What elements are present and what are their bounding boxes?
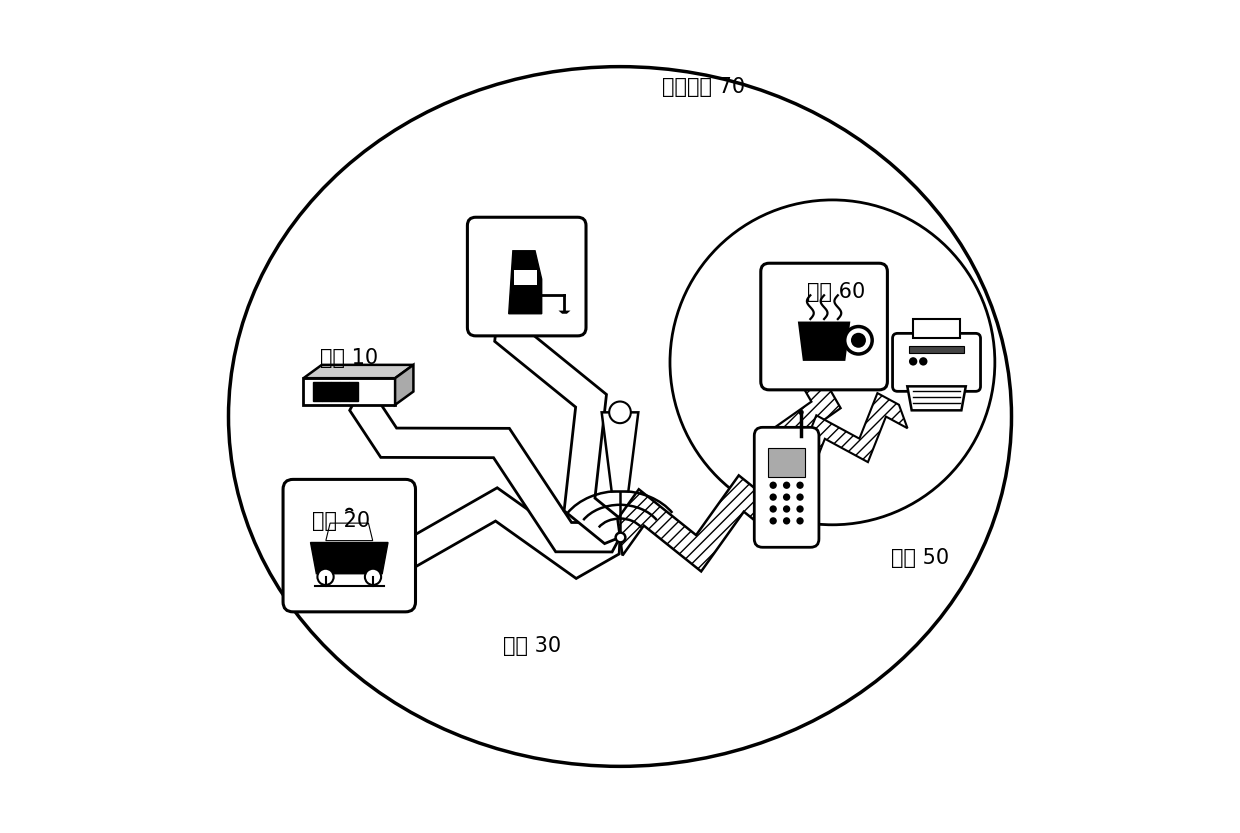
Text: 终端 50: 终端 50 xyxy=(890,548,949,568)
Circle shape xyxy=(919,357,928,366)
Polygon shape xyxy=(304,378,396,405)
Circle shape xyxy=(782,481,790,489)
Circle shape xyxy=(609,402,631,423)
Polygon shape xyxy=(508,251,542,314)
FancyBboxPatch shape xyxy=(761,263,888,390)
Polygon shape xyxy=(350,382,357,401)
Text: 终端 20: 终端 20 xyxy=(312,511,370,531)
Polygon shape xyxy=(396,365,413,405)
Circle shape xyxy=(782,517,790,525)
FancyBboxPatch shape xyxy=(893,333,981,392)
Circle shape xyxy=(851,332,866,348)
Polygon shape xyxy=(495,277,635,544)
Circle shape xyxy=(770,481,776,489)
Circle shape xyxy=(796,506,804,512)
Circle shape xyxy=(799,410,804,415)
Circle shape xyxy=(770,493,776,501)
Circle shape xyxy=(782,506,790,512)
Circle shape xyxy=(909,357,918,366)
Polygon shape xyxy=(908,387,966,411)
Text: 终端 30: 终端 30 xyxy=(503,636,562,656)
FancyBboxPatch shape xyxy=(283,480,415,611)
Circle shape xyxy=(844,327,872,354)
Polygon shape xyxy=(807,393,908,462)
Polygon shape xyxy=(350,381,627,552)
Polygon shape xyxy=(513,270,537,286)
Circle shape xyxy=(782,493,790,501)
Polygon shape xyxy=(558,311,570,314)
Ellipse shape xyxy=(228,67,1012,766)
FancyBboxPatch shape xyxy=(467,217,587,336)
Polygon shape xyxy=(322,382,331,401)
Polygon shape xyxy=(768,448,805,477)
Circle shape xyxy=(796,493,804,501)
Polygon shape xyxy=(331,382,340,401)
Circle shape xyxy=(770,506,776,512)
Text: 终端 60: 终端 60 xyxy=(807,282,866,302)
Circle shape xyxy=(317,569,334,585)
Circle shape xyxy=(365,569,381,585)
Circle shape xyxy=(770,517,776,525)
Polygon shape xyxy=(909,346,963,352)
Polygon shape xyxy=(310,542,388,574)
Polygon shape xyxy=(326,523,373,541)
Text: 终端 10: 终端 10 xyxy=(320,348,378,368)
Circle shape xyxy=(796,517,804,525)
Polygon shape xyxy=(618,476,773,571)
Polygon shape xyxy=(314,382,322,401)
Polygon shape xyxy=(370,488,621,578)
Polygon shape xyxy=(340,382,348,401)
Polygon shape xyxy=(913,319,960,338)
Polygon shape xyxy=(304,365,413,378)
Text: 网络设备 70: 网络设备 70 xyxy=(662,77,745,97)
FancyBboxPatch shape xyxy=(754,427,818,547)
Polygon shape xyxy=(797,322,851,361)
Circle shape xyxy=(796,481,804,489)
Ellipse shape xyxy=(670,200,994,525)
Polygon shape xyxy=(755,322,841,478)
Polygon shape xyxy=(601,412,639,491)
